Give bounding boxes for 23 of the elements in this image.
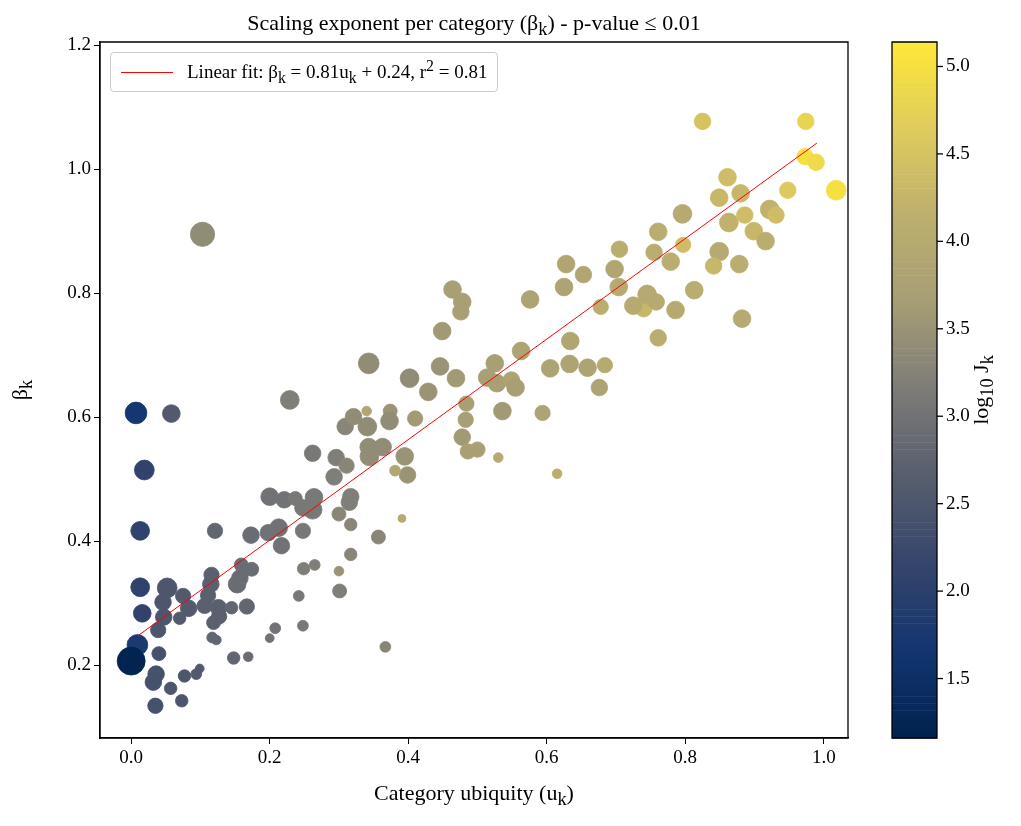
x-tick-label: 0.6: [534, 746, 559, 768]
x-tick-label: 0.2: [257, 746, 282, 768]
color-bar-label: 3.5: [946, 316, 970, 338]
x-tick-label: 0.4: [396, 746, 421, 768]
color-bar-label: 4.0: [946, 229, 970, 251]
y-tick-label: 1.0: [67, 157, 91, 179]
y-tick-label: 0.4: [67, 529, 92, 551]
color-bar-label: 5.0: [946, 54, 970, 76]
chart-title: Scaling exponent per category (β$_{k}$) - p-value ≤ 0.01: [246, 10, 702, 41]
y-tick-label: 0.6: [67, 405, 91, 427]
y-tick-label: 0.2: [67, 653, 91, 675]
color-bar-label: 4.5: [946, 141, 970, 163]
color-bar-label: 3.0: [946, 404, 970, 426]
y-tick-label: 1.2: [67, 33, 91, 55]
x-tick-label: 0.0: [119, 746, 144, 768]
x-tick-label: 0.8: [673, 746, 698, 768]
legend-label: Linear fit: β$_{k}$ = 0.81u$_{k}$ + 0.24, r$^{2}$ = 0.81: [187, 57, 488, 88]
y-tick-label: 0.8: [67, 281, 91, 303]
x-axis-title: Category ubiquity (u$_{k}$): [373, 780, 575, 811]
color-bar-label: 2.5: [946, 491, 970, 513]
color-bar-label: 2.0: [946, 579, 970, 601]
x-tick-label: 1.0: [811, 746, 836, 768]
color-bar-label: 1.5: [946, 666, 970, 688]
